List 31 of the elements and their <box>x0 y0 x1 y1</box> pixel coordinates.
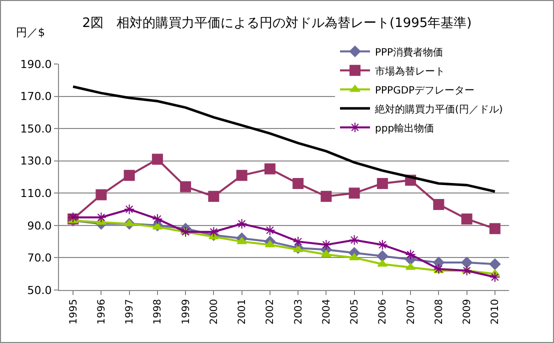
x-tick-label: 2008 <box>434 299 445 324</box>
x-tick-label: 2005 <box>350 299 361 324</box>
legend-label: 絶対的購買力平価(円／ドル) <box>374 103 503 116</box>
x-tick-label: 2002 <box>265 299 276 324</box>
legend-label: PPPGDPデフレーター <box>375 85 475 96</box>
y-tick-label: 130.0 <box>20 154 52 168</box>
x-tick-label: 2003 <box>293 299 304 324</box>
x-tick-label: 1996 <box>96 299 108 324</box>
y-tick-label: 70.0 <box>27 252 52 265</box>
x-tick-label: 2009 <box>462 299 474 324</box>
x-tick-label: 1998 <box>152 299 164 324</box>
y-tick-label: 170.0 <box>20 90 52 104</box>
x-tick-label: 2004 <box>321 299 332 324</box>
x-tick-label: 1997 <box>124 299 136 324</box>
y-axis-title: 円／$ <box>16 26 45 39</box>
x-tick-label: 1999 <box>180 299 192 324</box>
x-tick-label: 2006 <box>378 299 389 324</box>
y-tick-label: 50.0 <box>27 284 52 297</box>
x-tick-label: 1995 <box>68 299 80 324</box>
legend-label: PPP消費者物価 <box>375 46 444 58</box>
y-tick-label: 190.0 <box>20 58 52 71</box>
legend-label: 市場為替レート <box>375 65 445 78</box>
legend-label: ppp輸出物価 <box>375 122 434 134</box>
chart-title: 2図 相対的購買力平価による円の対ドル為替レート(1995年基準) <box>82 15 472 32</box>
x-tick-label: 2000 <box>208 299 220 324</box>
y-tick-label: 150.0 <box>20 122 52 136</box>
x-tick-label: 2007 <box>406 299 417 324</box>
x-tick-label: 2010 <box>490 299 502 324</box>
x-tick-label: 2001 <box>237 299 248 324</box>
y-tick-label: 90.0 <box>27 219 52 232</box>
y-tick-label: 110.0 <box>20 186 52 200</box>
